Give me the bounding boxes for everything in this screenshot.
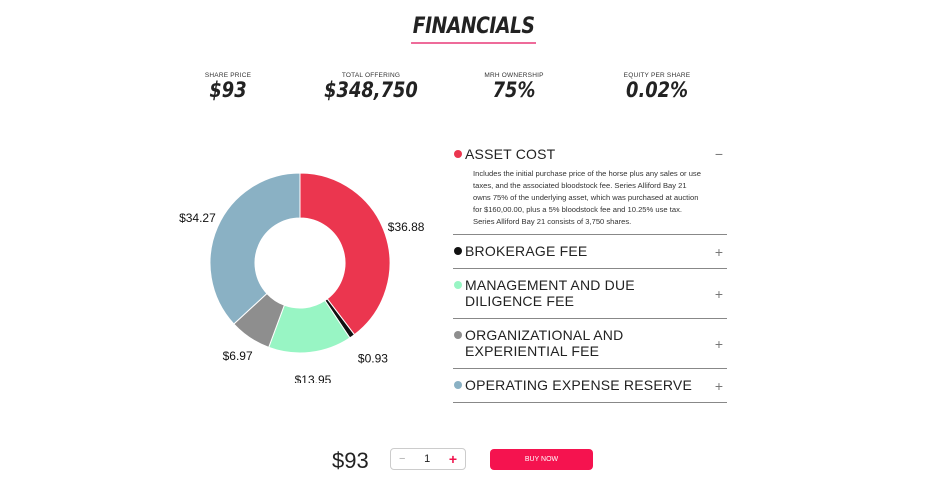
color-dot — [454, 331, 462, 339]
expand-icon[interactable]: + — [714, 377, 723, 394]
expand-icon[interactable]: + — [714, 335, 723, 352]
color-dot — [454, 281, 462, 289]
slice-label-operating-reserve: $34.27 — [179, 211, 216, 225]
slice-operating-reserve[interactable] — [209, 172, 301, 325]
color-dot — [454, 150, 462, 158]
fee-row-brokerage[interactable]: BROKERAGE FEE + — [453, 235, 727, 269]
stat-equity-per-share: EQUITY PER SHARE 0.02% — [623, 72, 691, 102]
stat-total-offering: TOTAL OFFERING $348,750 — [324, 72, 418, 102]
section-title: FINANCIALS — [0, 14, 948, 44]
slice-label-organizational-fee: $6.97 — [223, 349, 253, 363]
color-dot — [454, 381, 462, 389]
donut-chart: $36.88 $0.93 $13.95 $6.97 $34.27 — [179, 172, 425, 383]
fee-accordion: ASSET COST − Includes the initial purcha… — [453, 142, 727, 403]
quantity-value[interactable]: 1 — [424, 453, 431, 465]
purchase-price: $93 — [332, 448, 369, 473]
color-dot — [454, 247, 462, 255]
stat-share-price: SHARE PRICE $93 — [204, 72, 252, 102]
increment-button[interactable]: + — [448, 451, 457, 467]
slice-label-management-fee: $13.95 — [295, 373, 332, 383]
decrement-button[interactable]: − — [399, 453, 406, 465]
fee-row-management[interactable]: MANAGEMENT AND DUE DILIGENCE FEE + — [453, 269, 727, 319]
quantity-stepper: − 1 + — [390, 448, 466, 470]
collapse-icon[interactable]: − — [714, 146, 723, 162]
fee-row-organizational[interactable]: ORGANIZATIONAL AND EXPERIENTIAL FEE + — [453, 319, 727, 369]
expand-icon[interactable]: + — [714, 285, 723, 302]
slice-label-asset-cost: $36.88 — [388, 220, 425, 234]
stat-mrh-ownership: MRH OWNERSHIP 75% — [484, 72, 544, 102]
expand-icon[interactable]: + — [714, 243, 723, 260]
fee-row-operating-reserve[interactable]: OPERATING EXPENSE RESERVE + — [453, 369, 727, 403]
slice-asset-cost[interactable] — [299, 172, 391, 336]
slice-label-brokerage-fee: $0.93 — [358, 351, 388, 365]
fee-row-asset-cost[interactable]: ASSET COST − Includes the initial purcha… — [453, 142, 727, 235]
buy-now-button[interactable]: BUY NOW — [490, 449, 593, 470]
